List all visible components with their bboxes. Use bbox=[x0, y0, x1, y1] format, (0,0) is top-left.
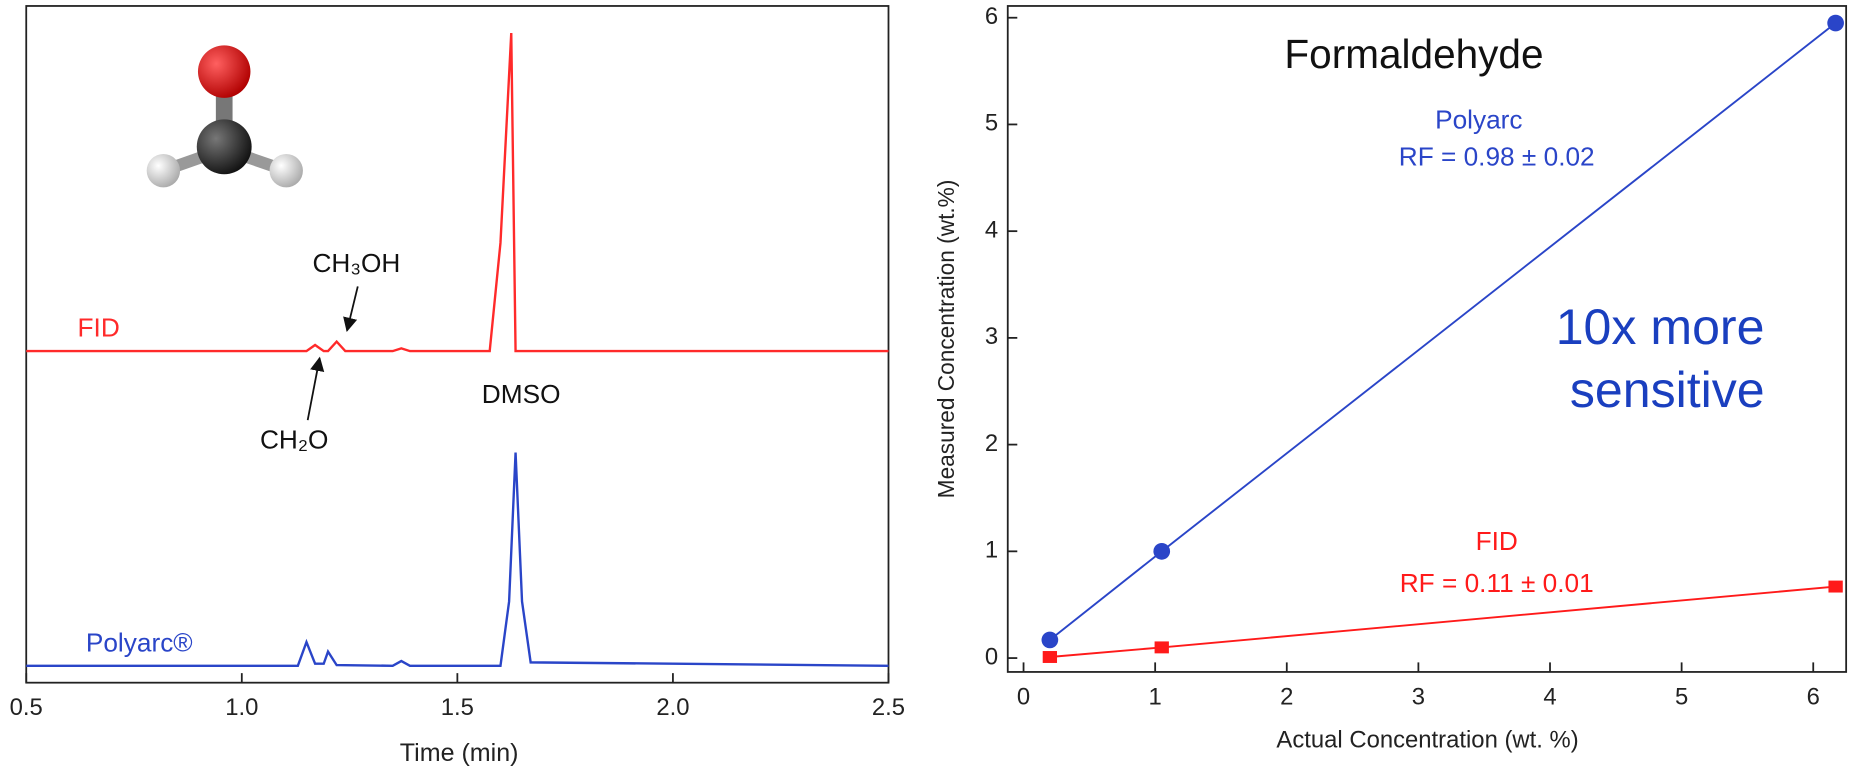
x-tick-label: 2 bbox=[1280, 683, 1293, 710]
trace bbox=[26, 32, 889, 353]
x-axis-label: Actual Concentration (wt. %) bbox=[1276, 726, 1578, 753]
chart-title: Formaldehyde bbox=[1284, 31, 1543, 77]
trace bbox=[26, 452, 889, 667]
annotation: sensitive bbox=[1570, 362, 1765, 418]
marker bbox=[1828, 580, 1843, 593]
annotation: DMSO bbox=[482, 379, 561, 409]
annotation: RF = 0.11 ± 0.01 bbox=[1400, 568, 1594, 598]
annotation: RF = 0.98 ± 0.02 bbox=[1399, 142, 1595, 172]
series-label: FID bbox=[1476, 526, 1518, 556]
x-tick-label: 0.5 bbox=[10, 694, 43, 721]
arrow bbox=[306, 356, 325, 421]
marker bbox=[1042, 651, 1058, 663]
x-tick-label: 1.5 bbox=[441, 694, 474, 721]
annotation: CH₃OH bbox=[312, 248, 400, 278]
y-tick-label: 6 bbox=[985, 3, 998, 30]
y-tick-label: 3 bbox=[985, 323, 998, 350]
x-axis-label: Time (min) bbox=[400, 739, 519, 767]
marker bbox=[1827, 14, 1844, 32]
x-tick-label: 1 bbox=[1149, 683, 1162, 710]
plot-frame bbox=[25, 5, 890, 684]
x-tick-label: 5 bbox=[1675, 683, 1688, 710]
marker bbox=[1153, 542, 1171, 560]
series-label: Polyarc bbox=[1435, 105, 1522, 135]
plot-frame bbox=[1006, 5, 1848, 673]
x-tick-label: 1.0 bbox=[225, 694, 258, 721]
y-tick-label: 2 bbox=[985, 430, 998, 457]
x-tick-label: 6 bbox=[1807, 683, 1820, 710]
series-label: Polyarc® bbox=[86, 627, 193, 657]
x-tick-label: 2.0 bbox=[656, 694, 689, 721]
marker bbox=[1041, 631, 1059, 649]
y-tick-label: 0 bbox=[985, 643, 998, 670]
y-axis-label: Measured Concentration (wt.%) bbox=[933, 180, 959, 499]
annotation: CH₂O bbox=[260, 425, 328, 455]
x-tick-label: 2.5 bbox=[872, 694, 905, 721]
marker bbox=[1154, 641, 1169, 654]
x-tick-label: 3 bbox=[1412, 683, 1425, 710]
y-tick-label: 4 bbox=[985, 216, 998, 243]
arrow bbox=[343, 286, 359, 332]
y-tick-label: 1 bbox=[985, 537, 998, 564]
x-tick-label: 0 bbox=[1017, 683, 1030, 710]
molecule-icon bbox=[146, 45, 303, 188]
y-tick-label: 5 bbox=[985, 110, 998, 137]
annotation: 10x more bbox=[1556, 299, 1765, 355]
series-label: FID bbox=[78, 312, 120, 342]
x-tick-label: 4 bbox=[1543, 683, 1556, 710]
